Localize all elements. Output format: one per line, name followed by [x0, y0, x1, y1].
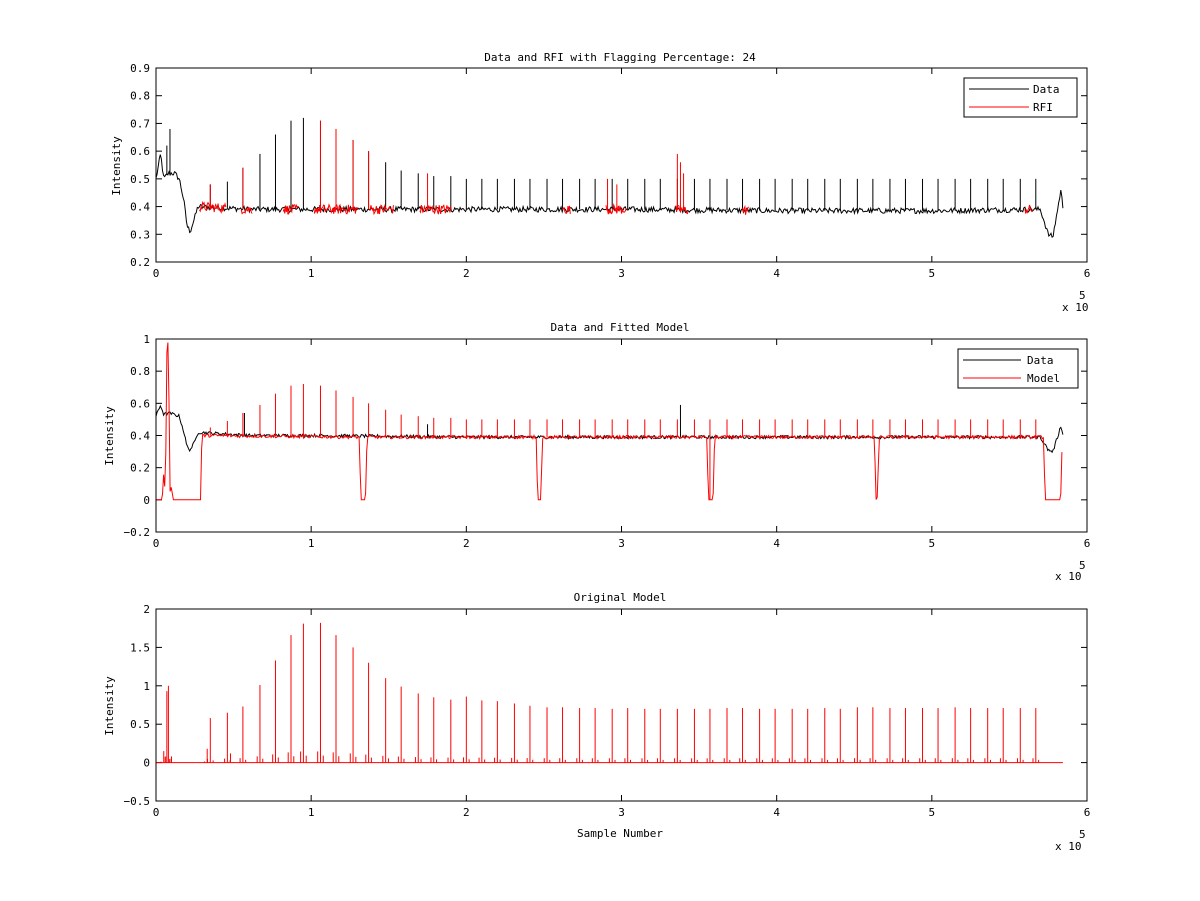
x-tick-label: 6 [1084, 537, 1091, 550]
panel-1-plot-area [156, 117, 1064, 239]
panel-2-multiplier-exp: 5 [1079, 559, 1086, 572]
y-tick-label: −0.5 [124, 795, 151, 808]
panel-2-ticks: 0 1 2 3 4 5 6−0.200.20.40.60.81 [124, 333, 1091, 550]
panel-1-legend-label-rfi: RFI [1033, 101, 1053, 114]
panel-2-legend-label-data: Data [1027, 354, 1054, 367]
x-tick-label: 5 [929, 806, 936, 819]
x-tick-label: 2 [463, 267, 470, 280]
x-tick-label: 6 [1084, 267, 1091, 280]
panel-1-ticks: 0 1 2 3 4 5 6 0.2 0.3 0.4 0.5 0.6 0.7 0.8 0.9 [130, 62, 1090, 280]
x-tick-label: 3 [618, 806, 625, 819]
y-tick-label: 2 [143, 603, 150, 616]
x-tick-label: 0 [153, 537, 160, 550]
panel-2: Data and Fitted Model Intensity x 10 5 0… [103, 321, 1090, 583]
y-tick-label: 0.5 [130, 718, 150, 731]
series-rfi-segment [1024, 204, 1034, 214]
series-rfi-segment [562, 205, 571, 214]
y-tick-label: 0.6 [130, 145, 150, 158]
panel-3-axes-box [155, 608, 1088, 802]
y-tick-label: 0.8 [130, 90, 150, 103]
series-group [156, 342, 1064, 501]
x-tick-label: 2 [463, 537, 470, 550]
x-tick-label: 5 [929, 267, 936, 280]
y-tick-label: 0.4 [130, 201, 150, 214]
y-tick-label: 1 [143, 680, 150, 693]
series-group [156, 117, 1064, 239]
panel-2-title: Data and Fitted Model [550, 321, 689, 334]
y-tick-label: 0.6 [130, 397, 150, 410]
x-tick-label: 4 [773, 267, 780, 280]
y-tick-label: 0.4 [130, 430, 150, 443]
series-rfi-segment [675, 204, 689, 215]
series-data-line [156, 154, 1064, 239]
panel-3-plot-area [156, 622, 1063, 764]
y-tick-label: 0.7 [130, 117, 150, 130]
panel-3: Original Model Intensity Sample Number x… [103, 591, 1090, 853]
series-rfi-segment [198, 200, 227, 214]
y-tick-label: 0.2 [130, 462, 150, 475]
series-group [156, 622, 1063, 764]
series-model-line [156, 342, 1063, 501]
panel-3-ticks: 0 1 2 3 4 5 6−0.500.511.52 [124, 603, 1091, 819]
panel-2-legend-label-model: Model [1027, 372, 1060, 385]
series-rfi-segment [240, 206, 253, 215]
y-tick-label: 1.5 [130, 641, 150, 654]
y-tick-label: 0 [143, 494, 150, 507]
panel-2-multiplier-base: x 10 [1055, 570, 1082, 583]
panel-1-ylabel: Intensity [110, 136, 123, 196]
panel-1-axes-box [155, 67, 1088, 263]
panel-2-axes-box [155, 338, 1088, 533]
y-tick-label: 1 [143, 333, 150, 346]
panel-1: Data and RFI with Flagging Percentage: 2… [110, 51, 1090, 314]
x-tick-label: 1 [308, 537, 315, 550]
panel-2-legend: Data Model [957, 348, 1079, 389]
panel-1-title: Data and RFI with Flagging Percentage: 2… [484, 51, 756, 64]
panel-2-plot-area [156, 342, 1064, 501]
x-tick-label: 4 [773, 806, 780, 819]
panel-3-ylabel: Intensity [103, 676, 116, 736]
series-rfi-segment [282, 203, 299, 215]
y-tick-label: −0.2 [124, 526, 151, 539]
panel-1-legend-label-data: Data [1033, 83, 1060, 96]
series-rfi-segment [605, 203, 627, 215]
panel-3-title: Original Model [574, 591, 667, 604]
panel-3-multiplier-exp: 5 [1079, 828, 1086, 841]
panel-3-xlabel: Sample Number [577, 827, 663, 840]
x-tick-label: 4 [773, 537, 780, 550]
panel-1-legend-box [963, 77, 1078, 118]
x-tick-label: 6 [1084, 806, 1091, 819]
x-tick-label: 1 [308, 267, 315, 280]
x-tick-label: 0 [153, 267, 160, 280]
y-tick-label: 0 [143, 757, 150, 770]
y-tick-label: 0.2 [130, 256, 150, 269]
panel-2-ylabel: Intensity [103, 406, 116, 466]
y-tick-label: 0.5 [130, 173, 150, 186]
series-rfi-segment [742, 204, 750, 215]
panel-1-legend: Data RFI [963, 77, 1078, 118]
x-tick-label: 5 [929, 537, 936, 550]
series-rfi-segment [369, 203, 394, 216]
panel-1-multiplier-base: x 10 [1062, 301, 1089, 314]
y-tick-label: 0.8 [130, 365, 150, 378]
panel-3-multiplier-base: x 10 [1055, 840, 1082, 853]
x-tick-label: 3 [618, 267, 625, 280]
series-data-line [156, 404, 1064, 454]
x-tick-label: 3 [618, 537, 625, 550]
panel-2-legend-box [957, 348, 1079, 389]
panel-1-multiplier-exp: 5 [1079, 289, 1086, 302]
y-tick-label: 0.9 [130, 62, 150, 75]
x-tick-label: 0 [153, 806, 160, 819]
x-tick-label: 2 [463, 806, 470, 819]
x-tick-label: 1 [308, 806, 315, 819]
y-tick-label: 0.3 [130, 228, 150, 241]
series-rfi-segment [419, 204, 452, 215]
